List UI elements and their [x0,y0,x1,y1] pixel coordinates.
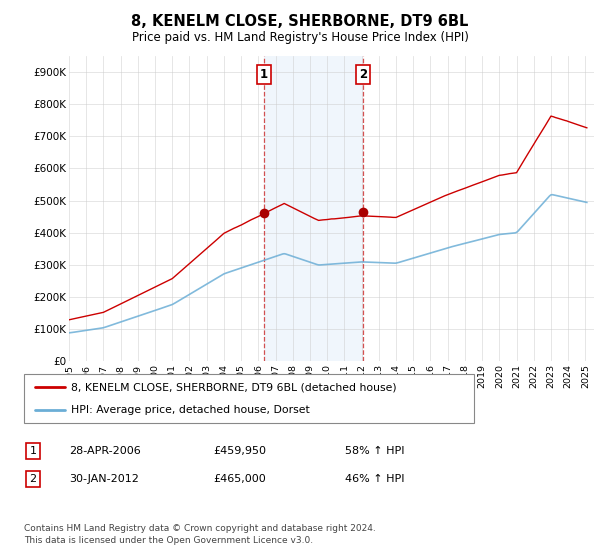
Text: HPI: Average price, detached house, Dorset: HPI: Average price, detached house, Dors… [71,405,310,415]
Text: Price paid vs. HM Land Registry's House Price Index (HPI): Price paid vs. HM Land Registry's House … [131,31,469,44]
Text: 30-JAN-2012: 30-JAN-2012 [69,474,139,484]
Text: 28-APR-2006: 28-APR-2006 [69,446,141,456]
Text: 2: 2 [359,68,367,81]
Text: £459,950: £459,950 [213,446,266,456]
Text: 8, KENELM CLOSE, SHERBORNE, DT9 6BL: 8, KENELM CLOSE, SHERBORNE, DT9 6BL [131,14,469,29]
Text: 1: 1 [29,446,37,456]
Text: Contains HM Land Registry data © Crown copyright and database right 2024.
This d: Contains HM Land Registry data © Crown c… [24,524,376,545]
Bar [264,56,363,361]
Text: £465,000: £465,000 [213,474,266,484]
Text: 58% ↑ HPI: 58% ↑ HPI [345,446,404,456]
FancyBboxPatch shape [24,374,474,423]
Text: 8, KENELM CLOSE, SHERBORNE, DT9 6BL (detached house): 8, KENELM CLOSE, SHERBORNE, DT9 6BL (det… [71,382,397,393]
Text: 46% ↑ HPI: 46% ↑ HPI [345,474,404,484]
Text: 1: 1 [260,68,268,81]
Text: 2: 2 [29,474,37,484]
